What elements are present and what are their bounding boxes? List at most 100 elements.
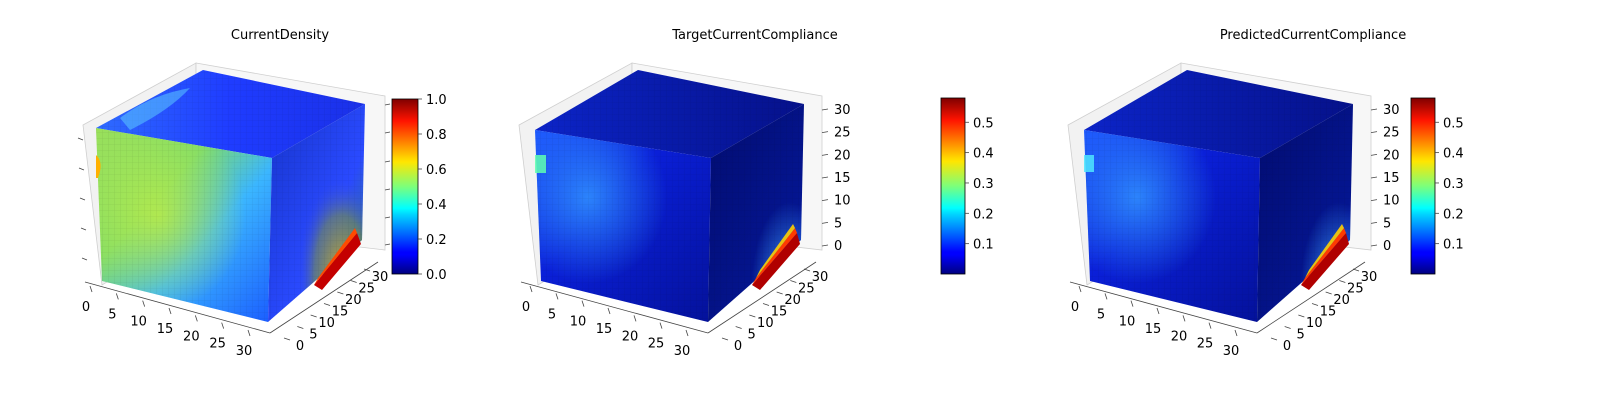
colorbar-tick-label: 0.4 bbox=[1443, 147, 1464, 162]
cube-front-hotspot bbox=[535, 155, 546, 173]
tick-mark bbox=[283, 337, 291, 341]
x-tick-label: 30 bbox=[1223, 344, 1240, 359]
tick-mark bbox=[762, 303, 770, 306]
tick-mark bbox=[1370, 131, 1378, 134]
x-tick-label: 15 bbox=[157, 322, 174, 337]
y-tick-label: 30 bbox=[812, 270, 829, 285]
tick-mark bbox=[297, 326, 304, 329]
cube-right-hotspot bbox=[1305, 224, 1344, 278]
colorbar-tick-label: 0.6 bbox=[426, 163, 447, 178]
y-tick-label: 10 bbox=[318, 316, 335, 331]
x-tick-labels: 0 5 10 15 20 25 30 bbox=[1071, 285, 1240, 359]
colorbar bbox=[940, 97, 966, 275]
tick-mark bbox=[1370, 244, 1378, 247]
z-tick-labels: 0 5 10 15 20 25 30 bbox=[821, 103, 851, 254]
colorbar-tick-label: 0.3 bbox=[973, 177, 994, 192]
tick-mark bbox=[1352, 268, 1360, 272]
colorbar-tick-label: 0.5 bbox=[973, 116, 994, 131]
tick-mark bbox=[581, 300, 585, 307]
tick-mark bbox=[350, 280, 357, 283]
cube-right-hotspot bbox=[752, 233, 800, 290]
z-tick-label: 25 bbox=[834, 126, 851, 141]
tick-mark bbox=[721, 337, 729, 341]
tick-mark bbox=[1284, 326, 1291, 329]
tick-mark bbox=[1370, 176, 1378, 179]
tick-mark bbox=[685, 329, 689, 337]
z-tick-label: 5 bbox=[834, 216, 842, 231]
y-tick-label: 0 bbox=[734, 339, 742, 354]
tick-mark bbox=[1208, 322, 1212, 329]
tick-mark bbox=[803, 268, 811, 272]
x-tick-label: 0 bbox=[82, 300, 90, 315]
x-tick-labels: 0 5 10 15 20 25 30 bbox=[82, 285, 253, 359]
x-tick-label: 10 bbox=[1119, 315, 1136, 330]
tick-mark bbox=[821, 131, 829, 134]
x-tick-label: 20 bbox=[183, 329, 200, 344]
y-axis-line bbox=[269, 261, 379, 334]
y-tick-label: 20 bbox=[784, 293, 801, 308]
tick-mark bbox=[1370, 199, 1378, 202]
z-tick-label: 0 bbox=[834, 239, 842, 254]
z-tick-label: 10 bbox=[834, 194, 851, 209]
x-tick-label: 5 bbox=[108, 307, 116, 322]
x-tick-label: 15 bbox=[596, 322, 613, 337]
x-tick-label: 10 bbox=[130, 315, 147, 330]
chart-title: TargetCurrentCompliance bbox=[671, 28, 838, 43]
y-tick-label: 25 bbox=[358, 282, 375, 297]
z-tick-label: 30 bbox=[1383, 103, 1400, 118]
voxel-grid bbox=[1084, 130, 1260, 322]
z-tick-label: 15 bbox=[1383, 171, 1400, 186]
tick-mark bbox=[1078, 285, 1082, 293]
colorbar-tick-label: 0.2 bbox=[426, 233, 447, 248]
x-tick-labels: 0 5 10 15 20 25 30 bbox=[522, 285, 690, 359]
voxel-grid bbox=[535, 130, 711, 322]
x-tick-label: 20 bbox=[622, 329, 639, 344]
tick-mark bbox=[1130, 300, 1134, 307]
cube-top-highlight bbox=[120, 88, 190, 130]
tick-mark bbox=[821, 244, 829, 247]
tick-mark bbox=[89, 285, 93, 293]
voxel-grid bbox=[535, 70, 804, 158]
y-axis-line bbox=[1256, 261, 1366, 334]
x-tick-label: 5 bbox=[548, 307, 556, 322]
voxel-grid bbox=[1257, 104, 1353, 322]
x-axis-line bbox=[84, 281, 271, 334]
cube-right-hotspot bbox=[756, 224, 795, 278]
colorbar-tick-label: 1.0 bbox=[426, 93, 447, 108]
tick-mark bbox=[555, 293, 559, 300]
y-tick-label: 30 bbox=[372, 270, 389, 285]
tick-mark bbox=[821, 108, 829, 111]
colorbar-tick-label: 0.1 bbox=[973, 238, 994, 253]
z-tick-labels: 0 5 10 15 20 25 30 bbox=[1370, 103, 1400, 254]
y-tick-label: 15 bbox=[1320, 305, 1337, 320]
tick-mark bbox=[221, 322, 225, 329]
tick-mark bbox=[1370, 108, 1378, 111]
colorbar-tick-label: 0.0 bbox=[426, 268, 447, 283]
tick-mark bbox=[821, 221, 829, 224]
tick-mark bbox=[821, 153, 829, 156]
chart-title: PredictedCurrentCompliance bbox=[1220, 28, 1406, 43]
y-tick-label: 25 bbox=[798, 282, 815, 297]
x-tick-label: 25 bbox=[209, 337, 226, 352]
x-tick-label: 25 bbox=[648, 337, 665, 352]
tick-mark bbox=[659, 322, 663, 329]
tick-mark bbox=[790, 280, 797, 283]
tick-mark bbox=[1156, 307, 1160, 315]
voxel-grid bbox=[96, 70, 365, 158]
tick-mark bbox=[607, 307, 611, 315]
x-tick-label: 20 bbox=[1171, 329, 1188, 344]
tick-mark bbox=[1270, 337, 1278, 341]
tick-mark bbox=[1234, 329, 1238, 337]
tick-mark bbox=[363, 268, 371, 272]
tick-mark bbox=[337, 291, 344, 295]
x-axis-line bbox=[520, 281, 709, 334]
tick-mark bbox=[776, 291, 783, 295]
tick-mark bbox=[115, 293, 119, 300]
z-tick-label: 20 bbox=[1383, 148, 1400, 163]
x-tick-label: 30 bbox=[236, 344, 253, 359]
y-tick-label: 10 bbox=[1306, 316, 1323, 331]
